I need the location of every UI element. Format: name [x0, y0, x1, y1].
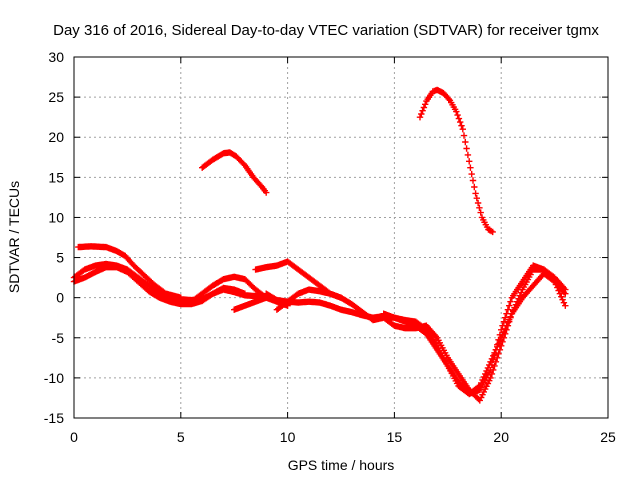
y-tick-label: 25: [48, 89, 64, 105]
y-tick-label: -10: [44, 370, 64, 386]
y-tick-label: 15: [48, 169, 64, 185]
y-tick-label: 10: [48, 209, 64, 225]
axis-ticks: -15 -10 -5 0 5 10 15 20 25 30 0 5 10 15 20 25: [44, 49, 616, 445]
y-tick-label: 30: [48, 49, 64, 65]
x-axis-label: GPS time / hours: [288, 457, 395, 473]
series-arc-1: [199, 149, 270, 196]
data-marks: [70, 86, 569, 404]
chart-title: Day 316 of 2016, Sidereal Day-to-day VTE…: [53, 22, 599, 39]
series-arc-11: [380, 262, 569, 398]
y-tick-label: -5: [52, 330, 65, 346]
series-arc-6: [188, 273, 270, 305]
series-arc-2: [416, 86, 496, 236]
gridlines: [74, 57, 608, 418]
series-markers: [380, 262, 569, 398]
series-markers: [199, 149, 270, 196]
y-tick-label: 0: [56, 290, 64, 306]
series-markers: [416, 86, 496, 236]
x-tick-label: 5: [177, 429, 185, 445]
x-tick-label: 25: [600, 429, 616, 445]
y-tick-label: -15: [44, 410, 64, 426]
x-tick-label: 10: [280, 429, 296, 445]
x-tick-label: 0: [70, 429, 78, 445]
x-tick-label: 20: [493, 429, 509, 445]
y-axis-label: SDTVAR / TECUs: [6, 181, 22, 293]
y-tick-label: 20: [48, 129, 64, 145]
x-tick-label: 15: [387, 429, 403, 445]
y-tick-label: 5: [56, 250, 64, 266]
plot-frame: [73, 56, 609, 419]
series-markers: [188, 273, 270, 305]
